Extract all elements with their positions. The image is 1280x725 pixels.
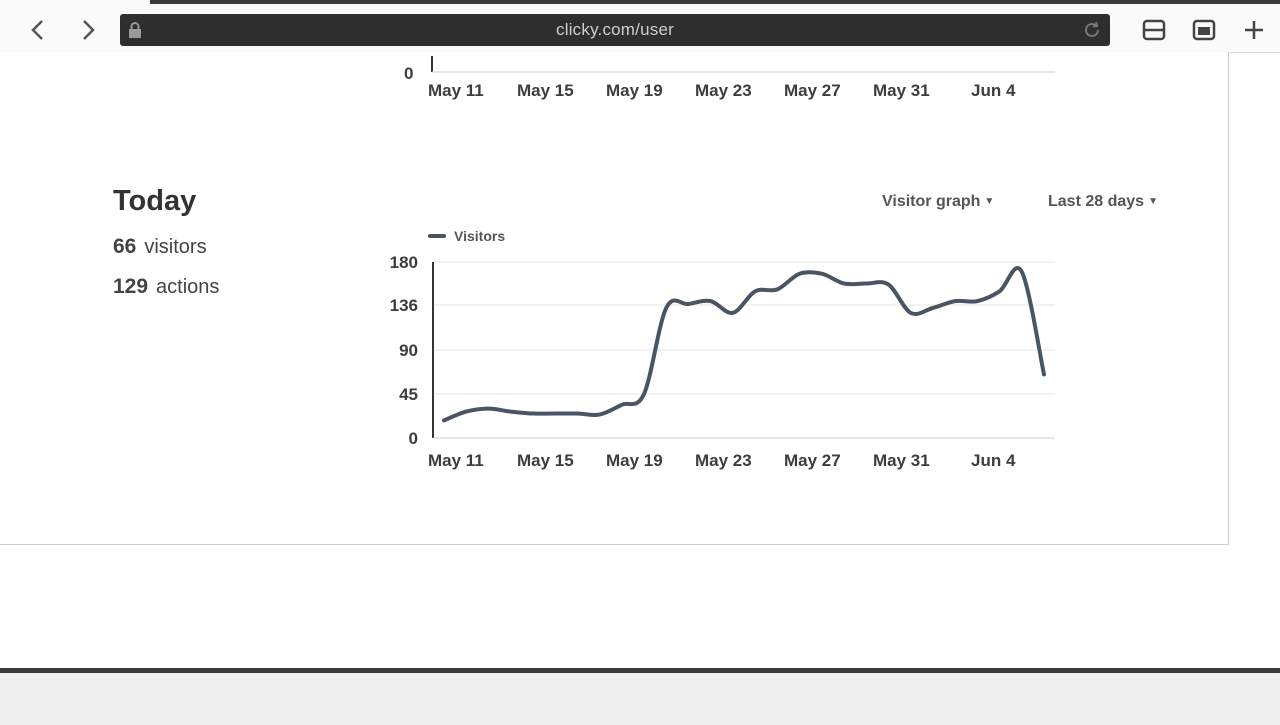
address-bar[interactable]: clicky.com/user bbox=[120, 14, 1110, 46]
upper-y-zero-label: 0 bbox=[404, 64, 414, 83]
chevron-down-icon: ▼ bbox=[1148, 196, 1158, 208]
upper-x-tick: May 27 bbox=[784, 81, 841, 100]
upper-chart-axis bbox=[431, 56, 1055, 73]
forward-icon bbox=[83, 20, 95, 40]
upper-x-tick: May 31 bbox=[873, 81, 930, 100]
new-tab-icon bbox=[1245, 21, 1263, 39]
y-tick-label: 90 bbox=[399, 341, 418, 360]
chevron-down-icon: ▼ bbox=[984, 196, 995, 208]
legend-label: Visitors bbox=[454, 228, 506, 244]
visitors-stat[interactable]: 66 visitors bbox=[113, 235, 207, 259]
upper-x-tick: Jun 4 bbox=[971, 81, 1016, 100]
graph-type-dropdown[interactable]: Visitor graph ▼ bbox=[882, 193, 994, 211]
date-range-dropdown[interactable]: Last 28 days ▼ bbox=[1048, 193, 1158, 211]
url-text: clicky.com/user bbox=[556, 20, 674, 39]
upper-x-tick: May 11 bbox=[428, 81, 484, 100]
browser-status-bar bbox=[0, 668, 1280, 725]
x-tick-label: May 19 bbox=[606, 451, 663, 470]
upper-x-tick: May 23 bbox=[695, 81, 752, 100]
forward-button[interactable] bbox=[72, 14, 104, 46]
y-tick-label: 0 bbox=[409, 429, 418, 448]
lock-icon bbox=[128, 22, 142, 43]
chart-legend: Visitors bbox=[428, 228, 505, 244]
date-range-label: Last 28 days bbox=[1048, 193, 1145, 210]
upper-x-tick: May 15 bbox=[517, 81, 574, 100]
back-button[interactable] bbox=[22, 14, 54, 46]
window-frame-edge bbox=[150, 0, 1280, 4]
reload-icon[interactable] bbox=[1082, 20, 1102, 45]
y-tick-label: 136 bbox=[390, 296, 418, 315]
bookmarks-button[interactable] bbox=[1190, 16, 1218, 44]
today-title: Today bbox=[113, 185, 197, 217]
back-icon bbox=[31, 20, 43, 40]
visitors-series-line bbox=[442, 266, 1046, 423]
actions-label: actions bbox=[156, 276, 220, 298]
x-tick-label: May 15 bbox=[517, 451, 574, 470]
graph-type-label: Visitor graph bbox=[882, 193, 981, 210]
x-tick-label: May 31 bbox=[873, 451, 930, 470]
x-tick-label: Jun 4 bbox=[971, 451, 1016, 470]
upper-x-tick: May 19 bbox=[606, 81, 663, 100]
tabs-button[interactable] bbox=[1140, 16, 1168, 44]
visitors-count: 66 bbox=[113, 235, 137, 258]
dashboard-panel bbox=[0, 52, 1229, 545]
y-tick-label: 180 bbox=[390, 253, 418, 272]
y-tick-label: 45 bbox=[399, 385, 418, 404]
bookmarks-icon bbox=[1192, 19, 1216, 41]
tabs-icon bbox=[1142, 19, 1166, 41]
visitors-label: visitors bbox=[144, 236, 207, 258]
actions-count: 129 bbox=[113, 275, 149, 298]
browser-toolbar: clicky.com/user bbox=[0, 0, 1280, 53]
actions-stat[interactable]: 129 actions bbox=[113, 275, 219, 299]
x-tick-label: May 27 bbox=[784, 451, 841, 470]
x-tick-label: May 23 bbox=[695, 451, 752, 470]
x-tick-label: May 11 bbox=[428, 451, 484, 470]
legend-swatch bbox=[428, 234, 446, 238]
new-tab-button[interactable] bbox=[1240, 16, 1268, 44]
